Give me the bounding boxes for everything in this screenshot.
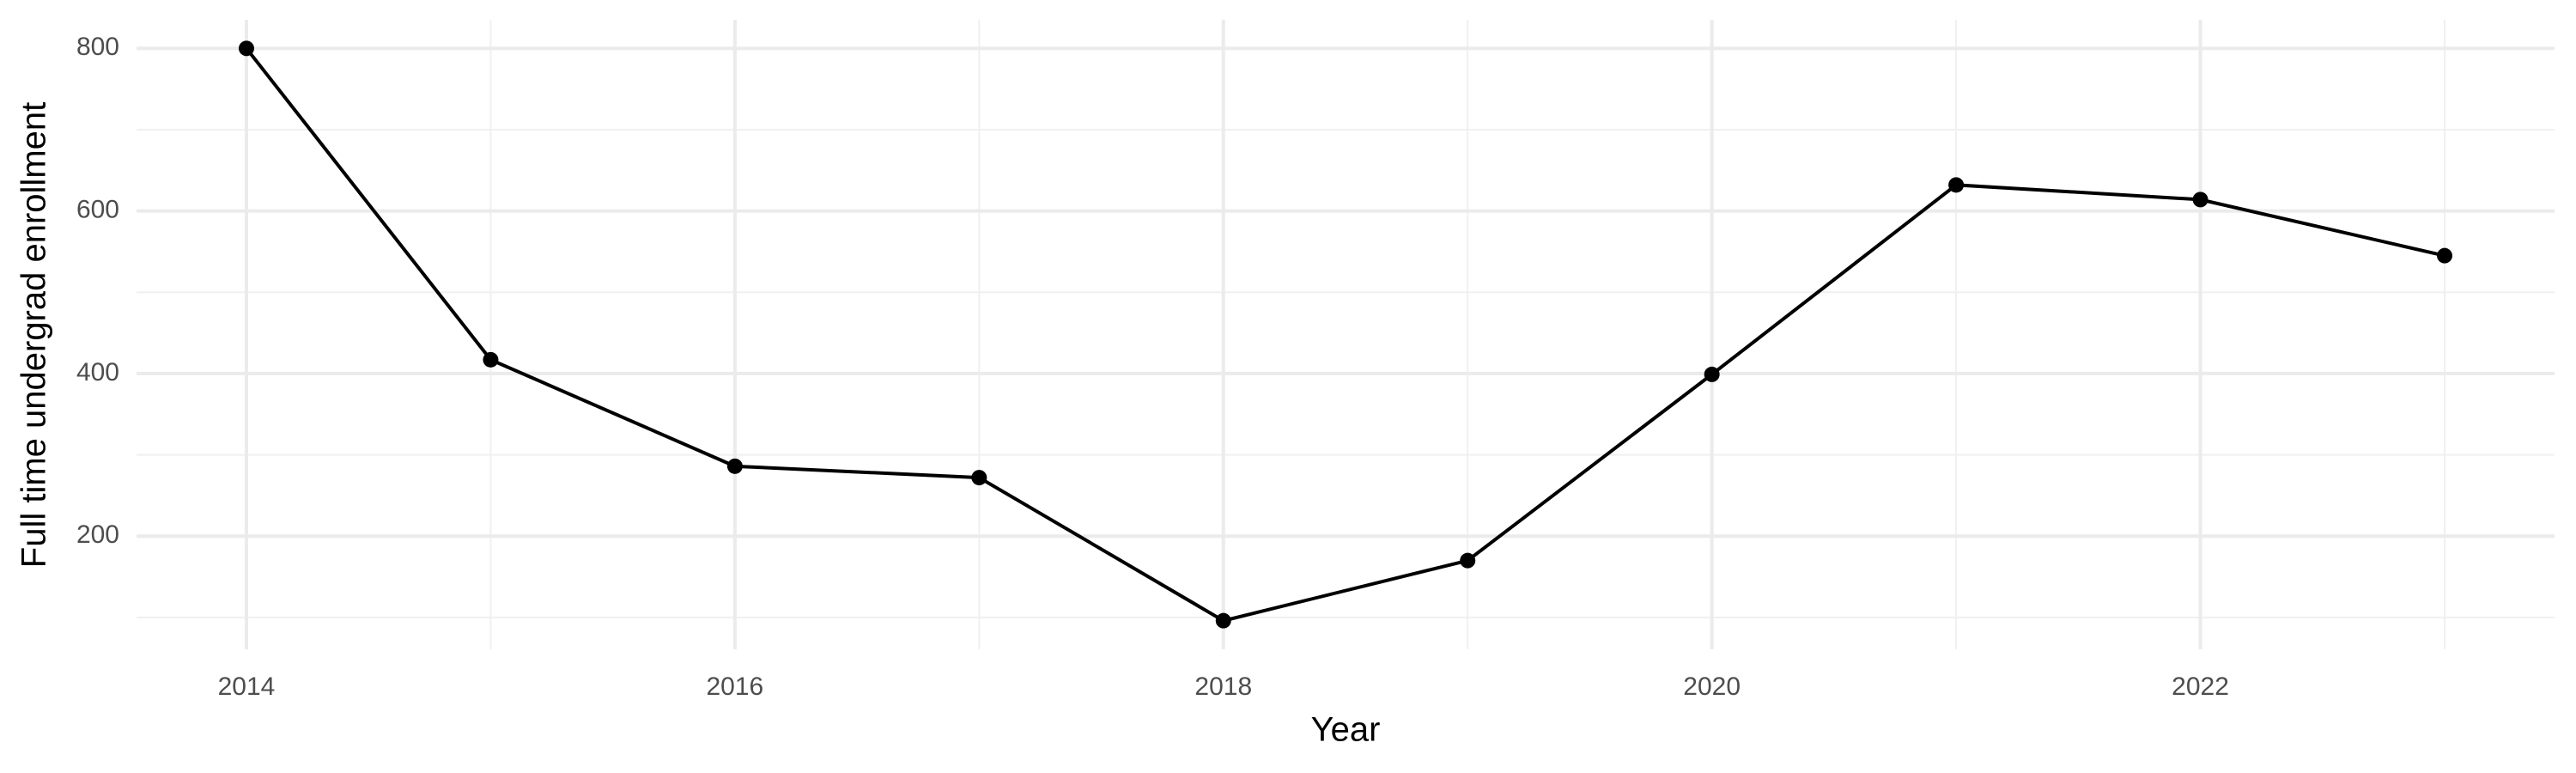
point xyxy=(1460,552,1476,569)
y-tick-label: 400 xyxy=(76,358,119,386)
point xyxy=(2192,192,2208,208)
y-tick-label: 600 xyxy=(76,196,119,224)
point xyxy=(483,351,499,368)
x-tick-label: 2020 xyxy=(1683,673,1741,701)
line xyxy=(245,47,2445,623)
y-tick-label: 800 xyxy=(76,33,119,61)
point xyxy=(2437,247,2452,264)
x-tick-label: 2014 xyxy=(218,673,276,701)
point xyxy=(1215,612,1231,629)
x-axis-title: Year xyxy=(1311,711,1381,749)
x-tick-label: 2022 xyxy=(2172,673,2229,701)
point xyxy=(971,470,987,486)
x-tick-label: 2016 xyxy=(707,673,764,701)
y-tick-label: 200 xyxy=(76,520,119,549)
point xyxy=(1948,177,1965,193)
point xyxy=(239,40,254,57)
x-tick-label: 2018 xyxy=(1194,673,1252,701)
point xyxy=(726,458,743,474)
y-axis-title: Full time undergrad enrollment xyxy=(15,102,53,568)
point xyxy=(1704,366,1720,382)
